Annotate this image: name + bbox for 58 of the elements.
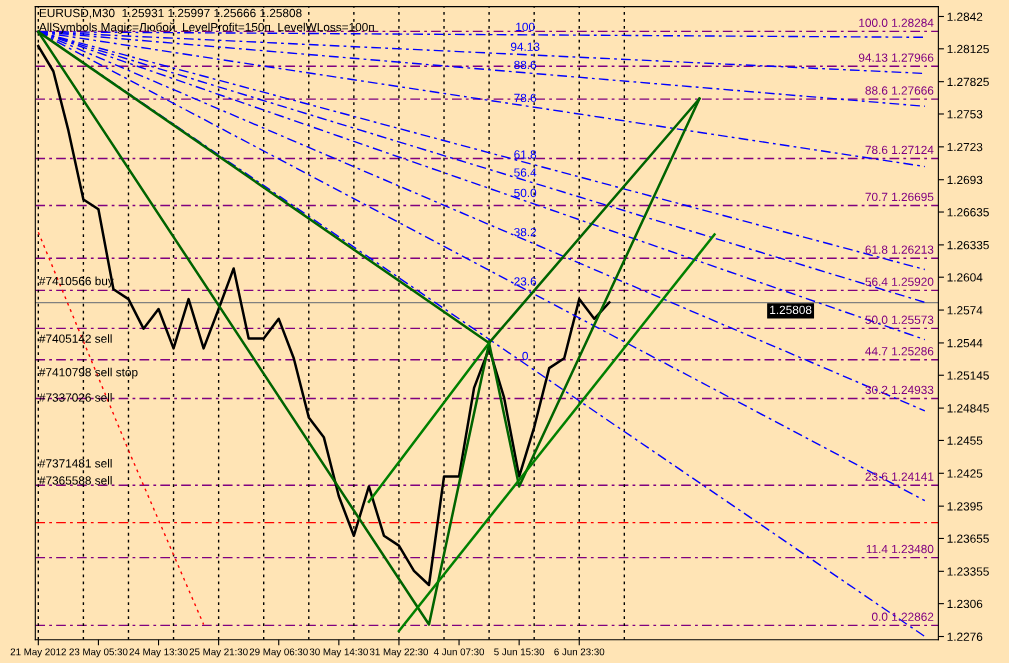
y-tick-label: 1.24845 — [947, 404, 989, 413]
ref-line-label: 70.7 1.26695 — [865, 192, 934, 202]
series-label: 100 — [516, 22, 535, 32]
y-tick-label: 1.26335 — [947, 240, 989, 250]
ref-line-label: 61.8 1.26213 — [865, 245, 934, 254]
y-tick-label: 1.2425 — [947, 469, 983, 478]
ref-line-label: 44.7 1.25286 — [865, 347, 934, 356]
y-tick-label: 1.28125 — [947, 44, 989, 54]
annotation: #7365588 sell — [38, 476, 112, 485]
x-tick-label: 21 May 2012 — [10, 648, 66, 658]
series-label: 23.6 — [514, 277, 537, 286]
x-tick-label: 24 May 13:30 — [129, 648, 188, 658]
y-tick-label: 1.23655 — [947, 534, 989, 543]
y-tick-label: 1.25145 — [947, 371, 989, 380]
ref-line-label: 1.25808 — [770, 305, 812, 315]
y-tick-label: 1.2604 — [947, 273, 983, 282]
series-label: 50.0 — [514, 188, 537, 198]
series-label: 88.6 — [514, 60, 537, 70]
series-label: 56.4 — [514, 168, 537, 177]
ref-line-label: 0.0 1.22862 — [871, 612, 934, 621]
y-tick-label: 1.2276 — [947, 632, 983, 641]
chart-title: EURUSD,M30 1.25931 1.25997 1.25666 1.25808 — [39, 8, 302, 19]
x-tick-label: 29 May 06:30 — [249, 648, 308, 658]
y-tick-label: 1.2723 — [947, 142, 983, 152]
y-tick-label: 1.2544 — [947, 338, 983, 348]
annotation: #7371481 sell — [38, 458, 112, 468]
series-label: 94.13 — [510, 42, 540, 51]
series-label: 0 — [522, 351, 528, 361]
y-tick-label: 1.2842 — [947, 12, 983, 21]
x-tick-label: 31 May 22:30 — [369, 648, 429, 658]
ref-line-label: 94.13 1.27966 — [858, 53, 934, 62]
ref-line-label: 56.4 1.25920 — [865, 277, 934, 286]
y-tick-label: 1.27825 — [947, 77, 989, 87]
annotation: #7410798 sell stop — [38, 367, 138, 379]
series-label: 38.2 — [514, 227, 537, 237]
y-tick-label: 1.2455 — [947, 436, 983, 445]
y-tick-label: 1.26635 — [947, 208, 989, 217]
y-tick-label: 1.2693 — [947, 175, 983, 185]
ref-line-label: 11.4 1.23480 — [866, 544, 934, 554]
x-tick-label: 5 Jun 15:30 — [494, 648, 545, 656]
ref-line-label: 30.2 1.24933 — [865, 385, 934, 395]
ref-line-label: 23.6 1.24141 — [865, 472, 934, 481]
x-tick-label: 25 May 21:30 — [189, 648, 248, 658]
ref-line-label: 78.6 1.27124 — [865, 145, 934, 155]
x-tick-label: 6 Jun 23:30 — [554, 648, 605, 656]
y-tick-label: 1.2753 — [947, 110, 983, 119]
series-label: 78.6 — [514, 93, 537, 103]
ref-line-label: 88.6 1.27666 — [865, 86, 934, 95]
series-label: 61.8 — [514, 150, 537, 159]
ref-line-label: 100.0 1.28284 — [859, 18, 934, 27]
annotation: #7405142 sell — [38, 334, 112, 343]
x-tick-label: 4 Jun 07:30 — [433, 648, 485, 656]
y-tick-label: 1.23355 — [947, 567, 989, 576]
y-tick-label: 1.2574 — [947, 306, 983, 315]
x-tick-label: 23 May 05:30 — [69, 648, 128, 658]
y-tick-label: 1.2306 — [947, 599, 983, 609]
x-tick-label: 30 May 14:30 — [309, 648, 368, 658]
y-tick-label: 1.2395 — [947, 502, 983, 511]
